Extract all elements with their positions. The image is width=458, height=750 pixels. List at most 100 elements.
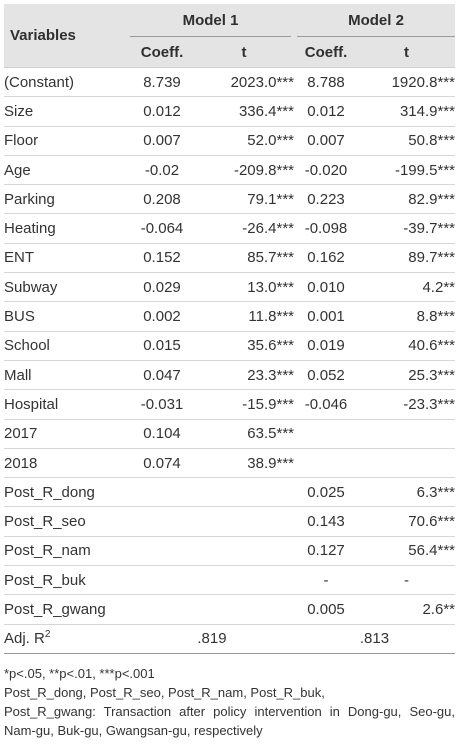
table-row: Parking 0.208 79.1*** 0.223 82.9*** <box>4 184 455 215</box>
model-1-coef: -0.031 <box>130 389 194 420</box>
variable-name: Mall <box>4 360 130 391</box>
model-2-t: 8.8*** <box>358 301 455 332</box>
model-2-header: Model 2 <box>291 4 455 37</box>
model-1-coef <box>130 594 194 625</box>
model-2-coef: -0.020 <box>294 155 358 186</box>
table-row: Floor 0.007 52.0*** 0.007 50.8*** <box>4 126 455 156</box>
model-1-coef: 0.012 <box>130 96 194 127</box>
table-row: (Constant) 8.739 2023.0*** 8.788 1920.8*… <box>4 67 455 98</box>
variable-name: BUS <box>4 301 130 332</box>
table-row: Post_R_dong 0.025 6.3*** <box>4 477 455 508</box>
model-2-coef: 0.025 <box>294 477 358 508</box>
model-1-header: Model 1 <box>130 4 294 37</box>
model-1-coef: 0.007 <box>130 126 194 156</box>
regression-table: Variables Model 1 Model 2 Coeff. t Coeff… <box>4 4 455 654</box>
model-1-coef: 0.029 <box>130 272 194 303</box>
table-row: BUS 0.002 11.8*** 0.001 8.8*** <box>4 301 455 332</box>
table-header: Variables Model 1 Model 2 Coeff. t Coeff… <box>4 4 455 68</box>
variable-name: School <box>4 331 130 361</box>
model-2-t: - <box>358 565 455 596</box>
variable-name: Subway <box>4 272 130 303</box>
model-1-coef <box>130 565 194 596</box>
model-1-coef: 8.739 <box>130 67 194 98</box>
model-1-adj-r2: .819 <box>130 624 294 654</box>
model-2-coef: 0.162 <box>294 243 358 274</box>
model-2-t: 1920.8*** <box>358 67 455 98</box>
model-1-coef: 0.015 <box>130 331 194 361</box>
variable-name: Hospital <box>4 389 130 420</box>
adj-r2-label-text: Adj. R <box>4 630 45 648</box>
model-2-t: 4.2** <box>358 272 455 303</box>
model-1-t: -26.4*** <box>194 213 294 244</box>
model-2-t: 50.8*** <box>358 126 455 156</box>
table-row: Post_R_buk - - <box>4 565 455 596</box>
adj-r2-row: Adj. R2 .819 .813 <box>4 624 455 654</box>
variable-name: Post_R_seo <box>4 506 130 537</box>
model-1-coef: 0.074 <box>130 448 194 479</box>
table-row: Heating -0.064 -26.4*** -0.098 -39.7*** <box>4 213 455 244</box>
model-1-coef <box>130 506 194 537</box>
model-1-t: 38.9*** <box>194 448 294 479</box>
table-row: Subway 0.029 13.0*** 0.010 4.2** <box>4 272 455 303</box>
model-1-t <box>194 565 294 596</box>
variable-name: Post_R_buk <box>4 565 130 596</box>
model-2-t: 314.9*** <box>358 96 455 127</box>
model-2-t: 2.6** <box>358 594 455 625</box>
model-1-t-header: t <box>194 36 294 68</box>
model-1-t: 336.4*** <box>194 96 294 127</box>
model-1-t: 13.0*** <box>194 272 294 303</box>
table-row: School 0.015 35.6*** 0.019 40.6*** <box>4 331 455 361</box>
model-1-t: 11.8*** <box>194 301 294 332</box>
model-2-coef: 8.788 <box>294 67 358 98</box>
table-row: Size 0.012 336.4*** 0.012 314.9*** <box>4 96 455 127</box>
model-2-t: 89.7*** <box>358 243 455 274</box>
model-1-t: 35.6*** <box>194 331 294 361</box>
model-1-t: 85.7*** <box>194 243 294 274</box>
variable-name: 2018 <box>4 448 130 479</box>
model-2-coef: 0.127 <box>294 536 358 567</box>
model-1-coef: 0.104 <box>130 419 194 449</box>
model-1-t: -209.8*** <box>194 155 294 186</box>
table-row: Hospital -0.031 -15.9*** -0.046 -23.3*** <box>4 389 455 420</box>
note-line-2: Post_R_dong, Post_R_seo, Post_R_nam, Pos… <box>4 685 325 700</box>
model-2-t-header: t <box>358 36 455 68</box>
table-row: ENT 0.152 85.7*** 0.162 89.7*** <box>4 243 455 274</box>
model-1-t: 2023.0*** <box>194 67 294 98</box>
model-1-t: 79.1*** <box>194 184 294 215</box>
significance-note: *p<.05, **p<.01, ***p<.001 <box>4 666 155 681</box>
model-1-t: -15.9*** <box>194 389 294 420</box>
model-2-coef: 0.052 <box>294 360 358 391</box>
variable-name: Age <box>4 155 130 186</box>
adj-r2-superscript: 2 <box>44 629 51 641</box>
model-1-t: 52.0*** <box>194 126 294 156</box>
table-row: Age -0.02 -209.8*** -0.020 -199.5*** <box>4 155 455 186</box>
model-1-coef: -0.064 <box>130 213 194 244</box>
model-2-t: 82.9*** <box>358 184 455 215</box>
model-1-t <box>194 477 294 508</box>
model-1-coef <box>130 536 194 567</box>
model-2-t: -23.3*** <box>358 389 455 420</box>
table-row: Post_R_nam 0.127 56.4*** <box>4 536 455 567</box>
model-2-coef: 0.019 <box>294 331 358 361</box>
variable-name: Parking <box>4 184 130 215</box>
table-row: Post_R_seo 0.143 70.6*** <box>4 506 455 537</box>
model-2-adj-r2: .813 <box>294 624 455 654</box>
model-2-t: 70.6*** <box>358 506 455 537</box>
model-1-t <box>194 506 294 537</box>
table-row: 2017 0.104 63.5*** <box>4 419 455 449</box>
model-2-coef: 0.012 <box>294 96 358 127</box>
model-1-coef: 0.002 <box>130 301 194 332</box>
model-1-t: 23.3*** <box>194 360 294 391</box>
model-2-t: 6.3*** <box>358 477 455 508</box>
model-2-coef: 0.005 <box>294 594 358 625</box>
model-1-coef: -0.02 <box>130 155 194 186</box>
model-1-coef: 0.152 <box>130 243 194 274</box>
table-body: (Constant) 8.739 2023.0*** 8.788 1920.8*… <box>4 67 455 654</box>
model-2-t: 25.3*** <box>358 360 455 391</box>
model-2-coef <box>294 448 358 479</box>
model-2-coef: 0.001 <box>294 301 358 332</box>
variable-name: 2017 <box>4 419 130 449</box>
note-line-3: Post_R_gwang: Transaction after policy i… <box>4 704 455 719</box>
model-1-coef <box>130 477 194 508</box>
